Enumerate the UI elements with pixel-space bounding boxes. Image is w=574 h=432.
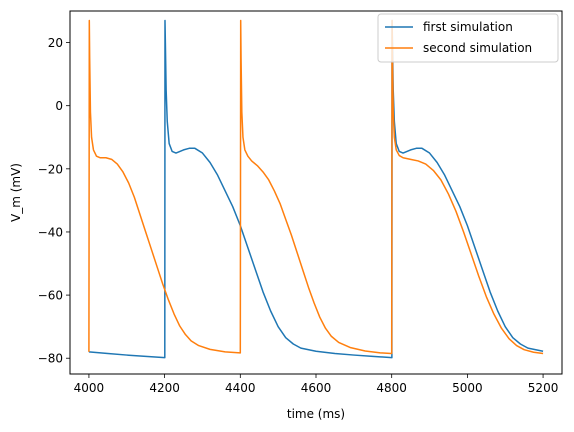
x-tick-label: 5200 — [528, 381, 559, 395]
y-tick-label: −60 — [38, 289, 63, 303]
y-tick-label: −20 — [38, 162, 63, 176]
y-tick-label: −40 — [38, 225, 63, 239]
y-tick-label: 0 — [55, 99, 63, 113]
series-line-second-simulation — [88, 19, 544, 355]
y-tick-label: 20 — [48, 36, 63, 50]
x-tick-label: 4400 — [225, 381, 256, 395]
y-axis: −80 −60 −40 −20 0 20 — [38, 36, 70, 366]
y-axis-label: V_m (mV) — [9, 163, 23, 222]
legend-box — [377, 13, 559, 63]
x-tick-label: 4800 — [376, 381, 407, 395]
legend: first simulation second simulation — [377, 13, 559, 63]
x-tick-label: 4200 — [149, 381, 180, 395]
x-tick-label: 5000 — [452, 381, 483, 395]
legend-label-first-simulation: first simulation — [423, 20, 513, 34]
x-tick-label: 4000 — [74, 381, 105, 395]
series-line-first-simulation — [88, 19, 544, 359]
x-tick-label: 4600 — [301, 381, 332, 395]
x-axis-label: time (ms) — [287, 407, 345, 421]
x-axis: 4000 4200 4400 4600 4800 5000 5200 — [74, 374, 559, 395]
y-tick-label: −80 — [38, 352, 63, 366]
legend-label-second-simulation: second simulation — [423, 41, 532, 55]
series-layer — [88, 19, 544, 359]
